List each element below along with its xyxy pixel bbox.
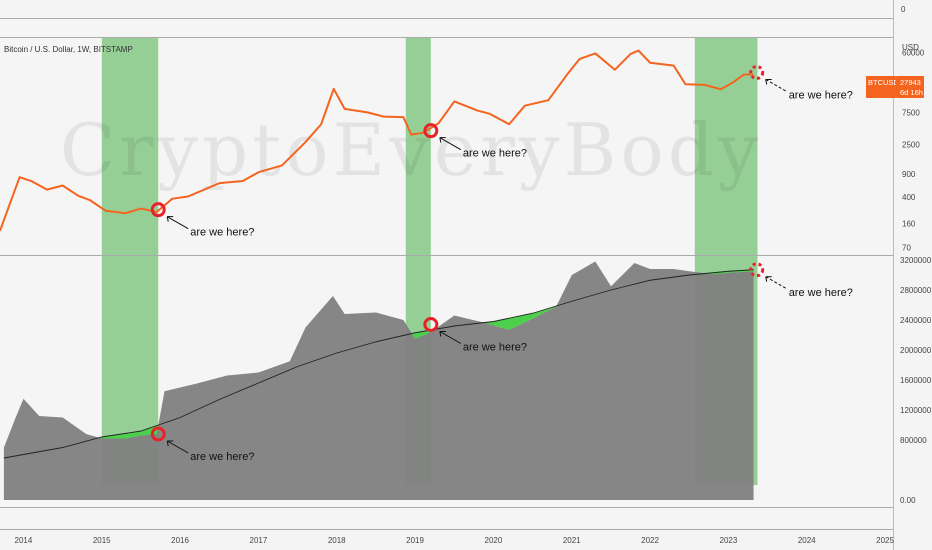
badge-price-background [896, 76, 924, 98]
arrow-head [765, 78, 772, 85]
indicator-tick-label: 0.00 [900, 496, 916, 505]
marker-circle [150, 426, 166, 442]
price-tick-label: 160 [902, 220, 916, 229]
price-tick-label: 400 [902, 193, 916, 202]
time-axis: 2014 2015 2016 2017 2018 2019 2020 2021 2022 2023… [15, 536, 895, 545]
marker-circle [150, 202, 166, 218]
time-tick-label: 2025 [876, 536, 894, 545]
indicator-plot [3, 261, 754, 500]
indicator-axis: 3200000 2800000 2400000 2000000 1600000 12000… [900, 256, 932, 505]
badge-background [866, 76, 896, 98]
time-tick-label: 2014 [15, 536, 33, 545]
time-tick-label: 2022 [641, 536, 659, 545]
time-tick-label: 2023 [720, 536, 738, 545]
annotation-label: are we here? [190, 451, 254, 463]
price-tick-label: 7500 [902, 109, 920, 118]
arrow-head [765, 276, 772, 282]
price-tick-label: 900 [902, 170, 916, 179]
annotation-label: are we here? [789, 89, 853, 101]
annotation-arrow [439, 331, 462, 344]
indicator-area [3, 261, 754, 500]
price-tick-label: 2500 [902, 140, 920, 149]
marker-circle [423, 123, 439, 139]
symbol-title: Bitcoin / U.S. Dollar, 1W, BITSTAMP [4, 45, 133, 54]
price-tick-label: 60000 [902, 48, 925, 57]
annotation-arrow [166, 216, 189, 230]
price-badge: BTCUSD 27943 6d 16h [866, 76, 924, 98]
badge-countdown: 6d 16h [900, 88, 923, 97]
annotation-label: are we here? [789, 287, 853, 299]
time-tick-label: 2015 [93, 536, 111, 545]
highlight-band [405, 38, 431, 255]
top-strip [0, 0, 893, 18]
annotation-label: are we here? [190, 227, 254, 239]
indicator-tick-label: 2800000 [900, 286, 932, 295]
arrow-head [439, 137, 446, 143]
arrow-head [166, 440, 174, 447]
annotation-arrow [439, 137, 462, 151]
badge-symbol: BTCUSD [868, 78, 899, 87]
markers [150, 64, 765, 442]
time-tick-label: 2024 [798, 536, 816, 545]
arrow-head [439, 331, 446, 337]
price-line [0, 49, 754, 232]
annotations: are we here? are we here? are we here? are … [166, 78, 853, 463]
watermark-text: CryptoEveryBody [60, 108, 763, 192]
price-axis-unit: USD [902, 43, 919, 52]
badge-price: 27943 [900, 78, 921, 87]
annotation-label: are we here? [463, 148, 527, 160]
indicator-tick-label: 2000000 [900, 346, 932, 355]
annotation-arrow [765, 276, 787, 290]
time-tick-label: 2020 [485, 536, 503, 545]
indicator-tick-label: 800000 [900, 436, 927, 445]
time-tick-label: 2018 [328, 536, 346, 545]
annotation-arrow [765, 79, 787, 92]
annotation-label: are we here? [463, 342, 527, 354]
indicator-tick-label: 2400000 [900, 316, 932, 325]
marker-circle [749, 64, 765, 80]
highlight-band [101, 38, 159, 255]
time-tick-label: 2016 [171, 536, 189, 545]
arrow-head [166, 216, 174, 222]
price-plot [0, 49, 754, 232]
marker-circle [423, 317, 439, 332]
top-axis-label: 0 [901, 5, 906, 14]
annotation-arrow [166, 440, 189, 454]
indicator-tick-label: 1600000 [900, 376, 932, 385]
indicator-tick-label: 3200000 [900, 256, 932, 265]
indicator-baseline [3, 269, 754, 459]
marker-circle [749, 262, 765, 278]
time-tick-label: 2019 [406, 536, 424, 545]
time-tick-label: 2021 [563, 536, 581, 545]
indicator-tick-label: 1200000 [900, 406, 932, 415]
price-tick-label: 70 [902, 244, 911, 253]
time-tick-label: 2017 [250, 536, 268, 545]
